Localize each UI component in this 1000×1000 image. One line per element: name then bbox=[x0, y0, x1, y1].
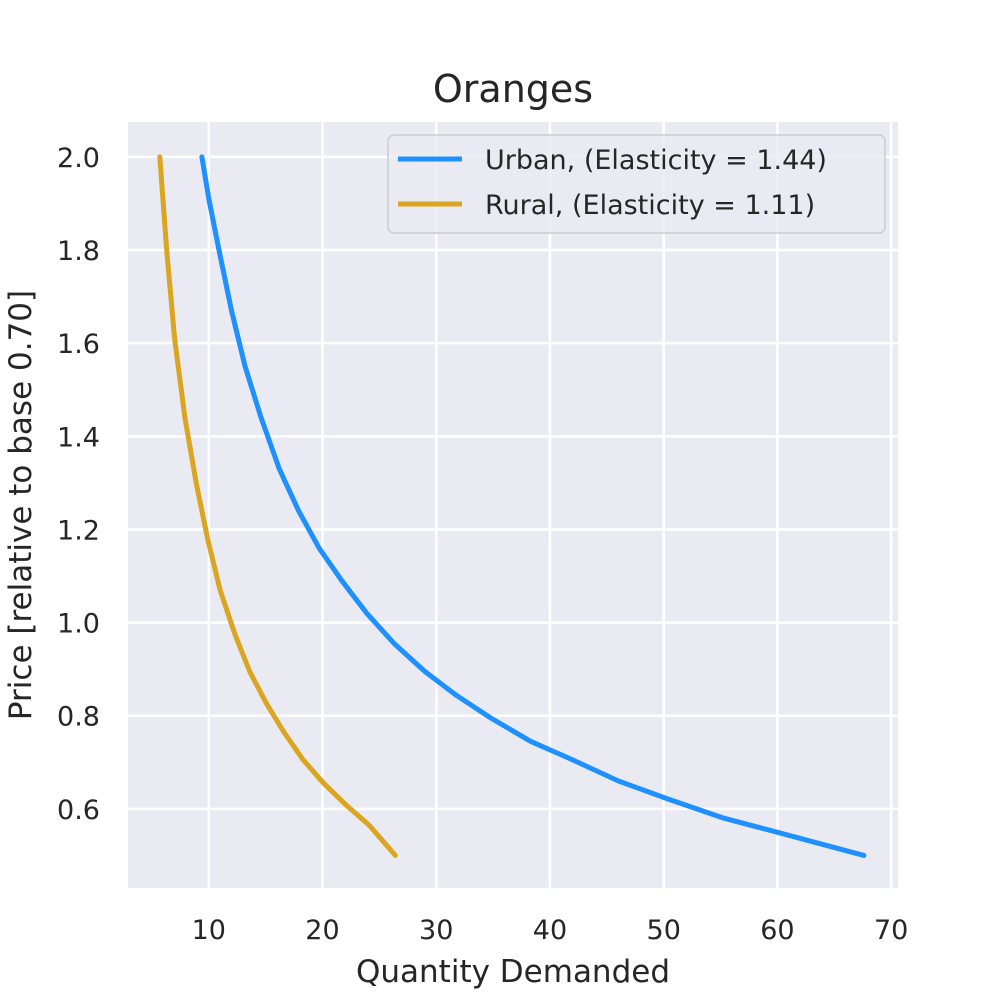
legend-label-rural: Rural, (Elasticity = 1.11) bbox=[485, 190, 815, 221]
series-line-rural bbox=[157, 154, 398, 858]
y-tick-label: 0.8 bbox=[57, 702, 100, 733]
y-tick-label: 1.6 bbox=[57, 329, 100, 360]
data-series bbox=[157, 154, 867, 858]
x-axis-label: Quantity Demanded bbox=[356, 954, 670, 990]
y-tick-label: 1.8 bbox=[57, 236, 100, 267]
legend-box bbox=[387, 134, 886, 234]
tick-labels: 10 20 30 40 50 60 70 0.6 0.8 1.0 1.2 1.4 1.6 1.8 2.0 bbox=[57, 143, 908, 946]
x-tick-label: 30 bbox=[419, 915, 453, 946]
y-tick-label: 1.4 bbox=[57, 422, 100, 453]
x-tick-label: 40 bbox=[533, 915, 567, 946]
y-tick-label: 0.6 bbox=[57, 795, 100, 826]
y-tick-label: 2.0 bbox=[57, 143, 100, 174]
x-tick-label: 60 bbox=[760, 915, 794, 946]
legend: Urban, (Elasticity = 1.44) Rural, (Elast… bbox=[387, 134, 886, 234]
chart-title: Oranges bbox=[433, 67, 593, 111]
plot-area bbox=[128, 122, 898, 888]
x-tick-label: 50 bbox=[647, 915, 681, 946]
x-tick-label: 20 bbox=[305, 915, 339, 946]
legend-label-urban: Urban, (Elasticity = 1.44) bbox=[485, 145, 827, 176]
y-axis-label: Price [relative to base 0.70] bbox=[3, 290, 39, 720]
grid-lines bbox=[128, 122, 898, 888]
series-line-urban bbox=[199, 154, 867, 858]
y-tick-label: 1.2 bbox=[57, 515, 100, 546]
y-tick-label: 1.0 bbox=[57, 609, 100, 640]
x-tick-label: 10 bbox=[192, 915, 226, 946]
x-tick-label: 70 bbox=[874, 915, 908, 946]
